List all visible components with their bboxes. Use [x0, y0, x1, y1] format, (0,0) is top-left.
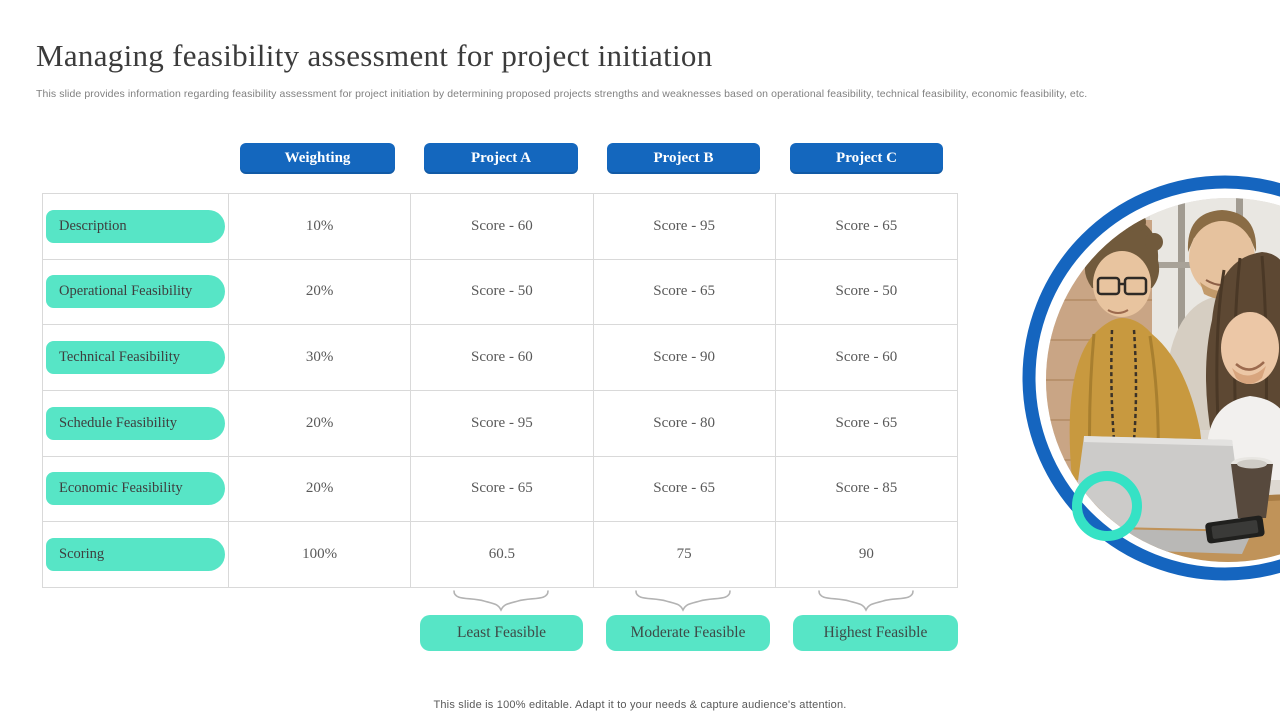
table-cell: Score - 50 [775, 259, 958, 326]
table-cell: Score - 85 [775, 456, 958, 523]
table-cell: Score - 80 [593, 390, 776, 457]
column-header-weighting: Weighting [240, 143, 395, 174]
legend-pill-least-feasible: Least Feasible [420, 615, 583, 651]
row-label-pill: Schedule Feasibility [46, 406, 225, 440]
row-label-pill: Technical Feasibility [46, 341, 225, 375]
table-cell: Score - 60 [411, 325, 594, 391]
table-cell: Score - 50 [411, 259, 594, 326]
team-photo [1022, 175, 1280, 581]
legend-pill-moderate-feasible: Moderate Feasible [606, 615, 770, 651]
table-cell: Score - 65 [593, 259, 776, 326]
column-header-project-b: Project B [607, 143, 760, 174]
table-cell: 10% [229, 194, 412, 260]
table-cell: Score - 65 [775, 390, 958, 457]
row-label-pill: Scoring [46, 538, 225, 572]
table-cell: 75 [593, 522, 776, 588]
table-cell: 30% [229, 325, 412, 391]
table-cell: 20% [229, 456, 412, 523]
column-header-project-c: Project C [790, 143, 943, 174]
table-row-label-cell: Economic Feasibility [43, 456, 229, 523]
table-cell: 20% [229, 259, 412, 326]
table-cell: Score - 65 [411, 456, 594, 523]
table-cell: 60.5 [411, 522, 594, 588]
table-row-label-cell: Schedule Feasibility [43, 390, 229, 457]
page-title: Managing feasibility assessment for proj… [36, 38, 713, 73]
table-row-label-cell: Technical Feasibility [43, 325, 229, 391]
table-cell: 100% [229, 522, 412, 588]
row-label-pill: Description [46, 209, 225, 243]
table-cell: Score - 90 [593, 325, 776, 391]
table-cell: Score - 65 [775, 194, 958, 260]
column-header-project-a: Project A [424, 143, 578, 174]
table-row-label-cell: Operational Feasibility [43, 259, 229, 326]
brace-icon [453, 590, 549, 612]
legend-pill-highest-feasible: Highest Feasible [793, 615, 958, 651]
teal-ring [1072, 471, 1142, 541]
row-label-pill: Economic Feasibility [46, 472, 225, 506]
table-cell: 20% [229, 390, 412, 457]
brace-icon [818, 590, 914, 612]
slide-subtitle: This slide provides information regardin… [36, 88, 1088, 100]
table-cell: Score - 60 [411, 194, 594, 260]
brace-icon [635, 590, 731, 612]
table-cell: Score - 65 [593, 456, 776, 523]
table-row-label-cell: Scoring [43, 522, 229, 588]
table-row-label-cell: Description [43, 194, 229, 260]
feasibility-table: Description 10% Score - 60 Score - 95 Sc… [42, 193, 958, 588]
row-label-pill: Operational Feasibility [46, 275, 225, 309]
table-cell: 90 [775, 522, 958, 588]
table-cell: Score - 60 [775, 325, 958, 391]
table-cell: Score - 95 [593, 194, 776, 260]
table-cell: Score - 95 [411, 390, 594, 457]
blue-ring [1022, 175, 1280, 581]
footer-note: This slide is 100% editable. Adapt it to… [433, 699, 847, 711]
